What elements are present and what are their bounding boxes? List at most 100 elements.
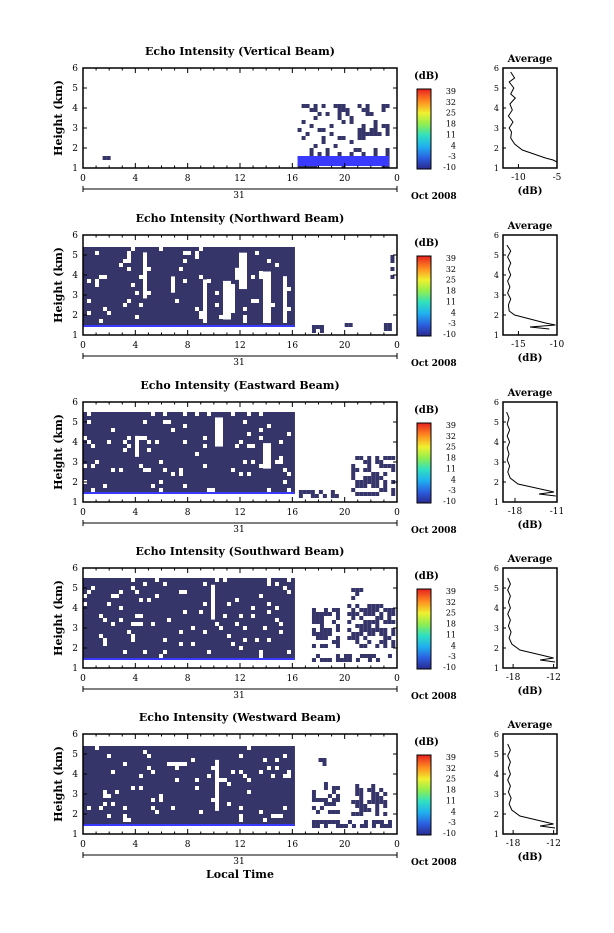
profile-y-tick-label: 6 <box>494 64 499 73</box>
data-gap <box>167 420 171 424</box>
echo-cell <box>341 104 346 108</box>
echo-cell <box>383 800 388 804</box>
data-gap <box>139 275 143 279</box>
colorbar <box>416 754 432 836</box>
profile-title: Average <box>507 388 553 399</box>
data-gap <box>111 770 115 774</box>
echo-cell <box>375 644 380 648</box>
colorbar-tick-label: 25 <box>446 276 456 285</box>
echo-cell <box>379 460 384 464</box>
echo-cell <box>391 464 396 468</box>
data-gap <box>183 424 187 428</box>
echo-cell <box>355 804 360 808</box>
echo-cell <box>387 820 392 824</box>
echo-cell <box>319 329 324 333</box>
echo-cell <box>375 456 380 460</box>
echo-cell <box>363 480 368 484</box>
data-gap <box>83 602 87 606</box>
echo-cell <box>379 640 384 644</box>
echo-cell <box>347 604 352 608</box>
echo-cell <box>319 325 324 329</box>
echo-cell <box>357 132 362 136</box>
echo-cell <box>375 628 380 632</box>
echo-cell <box>335 616 340 620</box>
echo-cell <box>390 255 395 259</box>
data-gap <box>127 255 131 259</box>
y-tick-label: 3 <box>72 458 78 468</box>
echo-cell <box>330 490 335 494</box>
data-gap <box>123 448 127 452</box>
data-gap <box>231 284 235 314</box>
y-tick-label: 4 <box>72 104 78 114</box>
data-gap <box>215 578 219 582</box>
colorbar-tick-label: 32 <box>446 98 456 107</box>
echo-cell <box>322 762 327 766</box>
y-tick-label: 2 <box>72 810 78 820</box>
month-label: Oct 2008 <box>411 192 457 202</box>
data-gap <box>267 259 271 263</box>
profile-frame <box>502 67 558 169</box>
data-gap <box>99 319 103 323</box>
data-gap <box>255 638 259 642</box>
data-gap <box>259 654 263 658</box>
profile-y-tick-label: 2 <box>494 810 499 819</box>
data-gap <box>259 810 263 814</box>
echo-cell <box>363 624 368 628</box>
data-gap <box>183 412 187 416</box>
echo-cell <box>371 492 376 496</box>
echo-cell <box>311 790 316 794</box>
data-gap <box>259 412 263 416</box>
x-tick-label: 4 <box>132 174 138 184</box>
data-gap <box>115 790 119 794</box>
data-gap <box>123 806 127 810</box>
data-gap <box>151 798 155 802</box>
echo-cell <box>315 820 320 824</box>
profile-x-tick-label: -18 <box>508 507 523 517</box>
data-gap <box>107 814 111 818</box>
echo-cell <box>335 640 340 644</box>
colorbar-tick-label: -3 <box>448 486 456 495</box>
profile-y-tick-label: 2 <box>494 644 499 653</box>
data-gap <box>127 259 131 263</box>
data-gap <box>159 247 163 251</box>
colorbar-tick-label: 18 <box>446 287 456 296</box>
data-gap <box>203 444 207 448</box>
data-gap <box>263 758 267 762</box>
colorbar-tick-label: 39 <box>446 87 456 96</box>
echo-cell <box>363 628 368 632</box>
echo-cell <box>379 476 384 480</box>
data-gap <box>139 614 143 618</box>
data-gap <box>99 275 103 279</box>
profile-frame <box>502 733 558 835</box>
profile-y-tick-label: 3 <box>494 624 499 633</box>
data-gap <box>227 802 231 806</box>
data-gap <box>167 762 171 766</box>
echo-cell <box>383 812 388 816</box>
data-gap <box>87 806 91 810</box>
echo-cell <box>311 794 316 798</box>
echo-cell <box>327 810 332 814</box>
data-gap <box>139 303 143 307</box>
echo-cell <box>371 608 376 612</box>
echo-cell <box>341 108 346 112</box>
data-gap <box>275 606 279 610</box>
echo-cell <box>317 152 322 156</box>
echo-cell <box>331 820 336 824</box>
data-gap <box>283 276 287 323</box>
echo-cell <box>363 476 368 480</box>
echo-cell <box>359 492 364 496</box>
echo-cell <box>361 128 366 132</box>
echo-cell <box>383 327 388 331</box>
echo-cell <box>390 275 395 279</box>
echo-cell <box>375 820 380 824</box>
average-profile-line <box>507 577 556 663</box>
echo-cell <box>325 152 330 156</box>
data-gap <box>287 774 291 778</box>
colorbar-tick-label: 18 <box>446 786 456 795</box>
echo-cell <box>335 612 340 616</box>
echo-cell <box>335 608 340 612</box>
data-gap <box>103 794 107 798</box>
data-gap <box>87 412 91 416</box>
echo-cell <box>367 604 372 608</box>
echo-cell <box>309 148 314 152</box>
